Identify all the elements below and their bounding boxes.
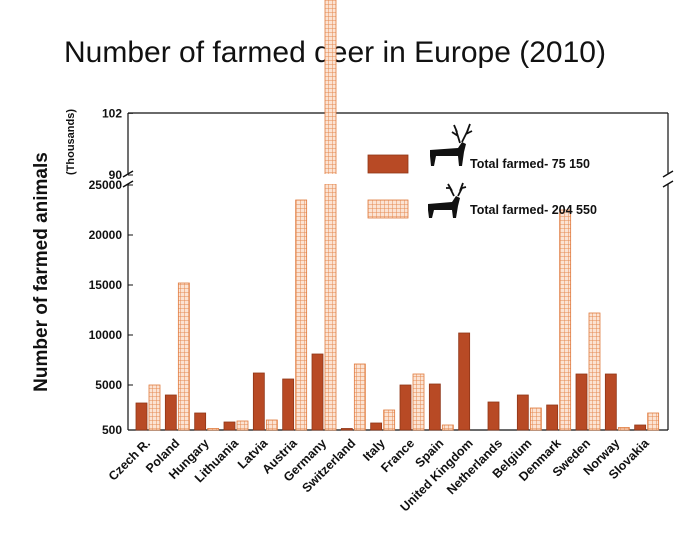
y-tick-label: 25000 [89, 178, 123, 192]
bar-hatched [647, 412, 660, 431]
bar-solid [487, 401, 500, 431]
bar-break-gap [323, 174, 338, 184]
bar-hatched [148, 384, 161, 431]
y-tick-label-upper: 90 [109, 168, 123, 182]
bar-hatched [412, 373, 425, 431]
bar-solid [546, 404, 559, 431]
bar-hatched [207, 428, 220, 431]
legend-swatch-solid [367, 154, 409, 174]
y-tick-label: 15000 [89, 278, 123, 292]
bar-solid [634, 424, 647, 431]
bar-solid [458, 332, 471, 431]
bar-hatched [324, 0, 337, 431]
bar-hatched [295, 199, 308, 431]
bar-solid [135, 402, 148, 431]
x-tick-label: Czech R. [106, 436, 153, 483]
bar-solid [164, 394, 177, 431]
bar-solid [516, 394, 529, 431]
bar-solid [252, 372, 265, 431]
bar-hatched [177, 282, 190, 431]
legend-label-solid: Total farmed- 75 150 [470, 157, 590, 171]
bar-hatched [617, 427, 630, 431]
bar-hatched [588, 312, 601, 431]
bar-hatched [383, 409, 396, 431]
bar-solid [428, 383, 441, 431]
bar-hatched [529, 407, 542, 431]
bar-solid [575, 373, 588, 431]
axis-break-right [662, 170, 674, 188]
bar-hatched [441, 424, 454, 431]
legend-swatch-hatched [367, 199, 409, 219]
fallow-deer-stag-icon [428, 182, 467, 218]
red-deer-stag-icon [430, 123, 473, 166]
x-tick-label: France [378, 436, 417, 475]
y-tick-label: 10000 [89, 328, 123, 342]
bar-solid [282, 378, 295, 431]
y-tick-label: 500 [102, 423, 122, 437]
bar-solid [194, 412, 207, 431]
y-tick-label: 5000 [95, 378, 122, 392]
y-axis-label: Number of farmed animals [31, 152, 52, 392]
bar-hatched [353, 363, 366, 431]
bar-solid [399, 384, 412, 431]
bar-solid [370, 422, 383, 431]
bar-hatched [236, 420, 249, 431]
y-tick-label-upper: 102 [102, 106, 122, 120]
bar-hatched [559, 209, 572, 431]
bar-solid [340, 428, 353, 431]
axis-break-left [122, 170, 134, 188]
y-tick-label: 20000 [89, 228, 123, 242]
y-axis-upper-unit: (Thousands) [65, 109, 77, 175]
legend-label-hatched: Total farmed- 204 550 [470, 203, 597, 217]
bar-solid [604, 373, 617, 431]
bar-solid [223, 421, 236, 431]
bar-solid [311, 353, 324, 431]
bar-hatched [265, 419, 278, 431]
